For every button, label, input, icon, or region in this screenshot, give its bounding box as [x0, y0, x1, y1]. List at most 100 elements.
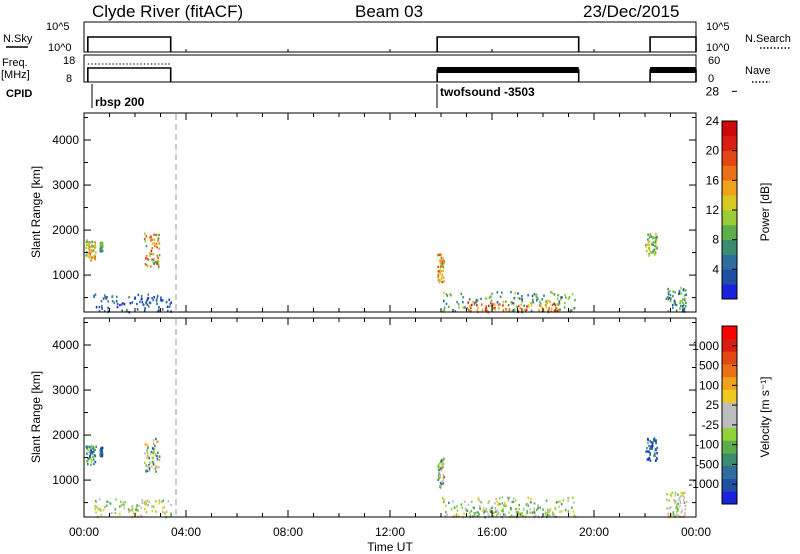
- data-cell: [678, 292, 680, 296]
- data-cell: [672, 306, 674, 310]
- data-cell: [656, 446, 658, 450]
- data-cell: [155, 465, 157, 468]
- data-cell: [468, 309, 470, 312]
- data-cell: [119, 505, 121, 508]
- data-cell: [109, 502, 112, 505]
- data-cell: [89, 453, 92, 457]
- data-cell: [645, 450, 647, 453]
- colorbar-swatch-4: [722, 224, 737, 240]
- data-cell: [442, 459, 444, 462]
- data-cell: [89, 241, 91, 244]
- data-cell: [101, 449, 103, 453]
- data-cell: [653, 454, 655, 457]
- nsearch-tick-top: 10^5: [706, 21, 730, 33]
- data-cell: [151, 242, 154, 245]
- data-cell: [87, 241, 90, 244]
- data-cell: [94, 255, 97, 258]
- data-cell: [539, 506, 541, 509]
- data-cell: [549, 300, 551, 303]
- data-cell: [144, 461, 146, 465]
- data-cell: [552, 514, 554, 518]
- data-cell: [475, 511, 478, 514]
- data-cell: [150, 249, 153, 252]
- data-cell: [464, 500, 466, 503]
- colorbar-tick-label: 500: [699, 359, 719, 373]
- data-cell: [680, 304, 682, 308]
- data-cell: [683, 491, 686, 494]
- data-cell: [679, 307, 681, 310]
- data-cell: [152, 505, 155, 509]
- data-cell: [162, 506, 164, 510]
- data-cell: [667, 513, 670, 516]
- data-cell: [475, 301, 477, 304]
- data-cell: [567, 510, 570, 513]
- data-cell: [85, 246, 87, 250]
- data-cell: [517, 304, 520, 308]
- data-cell: [147, 293, 150, 296]
- data-cell: [564, 293, 566, 297]
- data-cell: [545, 304, 547, 307]
- nave-label: Nave: [745, 65, 771, 77]
- data-cell: [100, 300, 103, 303]
- data-cell: [95, 445, 97, 448]
- data-cell: [468, 511, 471, 514]
- data-cell: [530, 501, 532, 504]
- data-cell: [482, 507, 485, 510]
- data-cell: [558, 300, 560, 303]
- data-cell: [682, 303, 685, 306]
- data-cell: [467, 503, 470, 506]
- colorbar-tick-label: -100: [695, 438, 719, 452]
- data-cell: [551, 291, 554, 295]
- data-cell: [119, 512, 121, 516]
- data-cell: [106, 500, 108, 503]
- data-cell: [460, 503, 463, 506]
- data-cell: [489, 304, 491, 307]
- data-cell: [148, 500, 150, 504]
- nsky-coverage-lines: [83, 36, 697, 52]
- data-cell: [157, 237, 160, 240]
- data-cell: [685, 301, 687, 304]
- data-cell: [439, 474, 441, 478]
- data-cell: [439, 486, 442, 489]
- data-cell: [547, 513, 549, 517]
- data-cell: [479, 500, 482, 504]
- data-cell: [667, 293, 670, 296]
- data-cell: [666, 493, 668, 496]
- data-cell: [646, 458, 649, 461]
- data-cell: [101, 305, 103, 308]
- data-cell: [147, 265, 149, 268]
- data-cell: [669, 493, 672, 497]
- data-cell: [140, 298, 143, 301]
- data-cell: [91, 446, 93, 449]
- data-cell: [151, 447, 154, 450]
- data-cell: [150, 450, 153, 454]
- data-cell: [155, 452, 157, 456]
- power-axes: 1000 2000 3000 4000: [52, 113, 697, 312]
- data-cell: [527, 503, 529, 506]
- data-cell: [151, 258, 153, 261]
- data-cell: [439, 462, 441, 465]
- data-cell: [144, 502, 146, 506]
- data-cell: [442, 482, 445, 485]
- data-cell: [544, 513, 547, 516]
- data-cell: [441, 262, 443, 265]
- data-cell: [440, 482, 443, 486]
- data-cell: [152, 460, 154, 464]
- data-cell: [499, 513, 502, 516]
- data-cell: [91, 256, 93, 259]
- data-cell: [514, 292, 517, 295]
- data-cell: [103, 310, 106, 313]
- cpid-label: CPID: [6, 88, 32, 100]
- data-cell: [150, 236, 153, 239]
- data-cell: [471, 500, 473, 503]
- data-cell: [502, 309, 505, 312]
- data-cell: [151, 297, 153, 300]
- data-cell: [119, 303, 121, 307]
- data-cell: [167, 309, 169, 313]
- data-cell: [531, 511, 534, 514]
- nsky-coverage-1: [436, 36, 580, 52]
- data-cell: [161, 308, 164, 311]
- data-cell: [648, 244, 651, 247]
- colorbar-tick-label: -25: [702, 418, 720, 432]
- nave-tick-top: 60: [708, 55, 720, 67]
